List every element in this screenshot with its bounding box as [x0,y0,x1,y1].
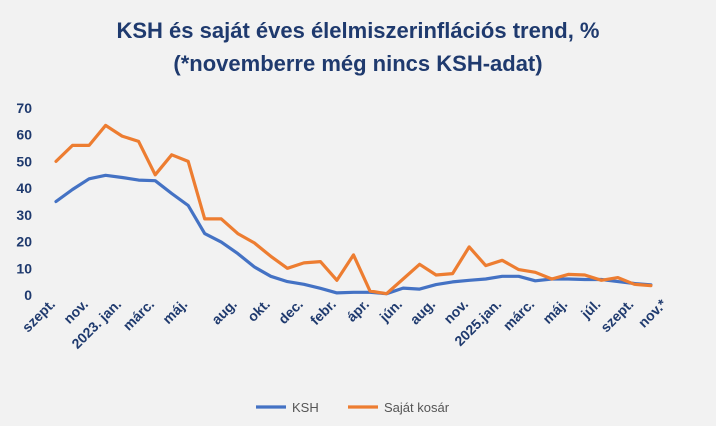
x-tick-label: ápr. [343,296,372,325]
y-tick-label: 0 [24,287,32,303]
x-tick-label: márc. [120,296,158,334]
y-tick-label: 30 [16,207,32,223]
x-tick-label: máj. [539,296,570,327]
x-tick-label: nov.* [635,295,670,330]
x-tick-label: aug. [407,296,439,328]
x-tick-label: febr. [307,296,339,328]
x-tick-label: okt. [244,296,273,325]
y-tick-label: 40 [16,180,32,196]
y-tick-label: 50 [16,153,32,169]
x-tick-label: júl. [577,296,603,322]
chart-subtitle: (*novemberre még nincs KSH-adat) [173,51,543,76]
x-tick-label: aug. [208,296,240,328]
y-tick-label: 20 [16,234,32,250]
x-tick-label: jún. [376,296,406,326]
x-tick-label: dec. [275,296,306,327]
x-tick-label: máj. [159,296,190,327]
x-tick-label: szept. [597,296,636,335]
x-tick-label: márc. [500,296,538,334]
chart-title: KSH és saját éves élelmiszerinflációs tr… [116,18,600,43]
series-line-sajat-kosar [54,123,653,296]
legend-label: KSH [292,400,319,415]
y-tick-label: 10 [16,260,32,276]
y-tick-label: 60 [16,127,32,143]
y-tick-label: 70 [16,100,32,116]
legend-label: Saját kosár [384,400,450,415]
